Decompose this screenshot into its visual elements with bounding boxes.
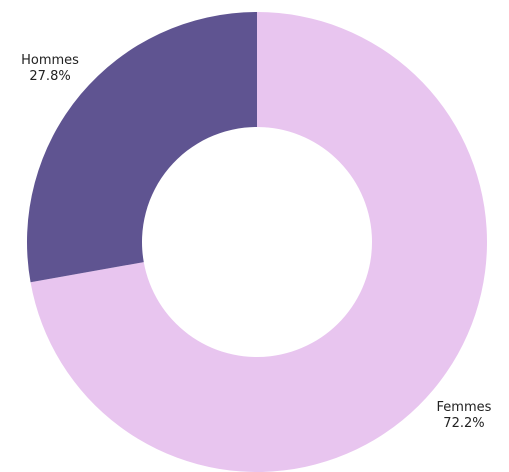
- slice-label: Femmes: [437, 400, 492, 415]
- slice: [27, 12, 257, 283]
- value-label: 72.2%: [443, 416, 484, 431]
- slice: [30, 12, 488, 472]
- value-label: 27.8%: [29, 69, 70, 84]
- slice-label: Hommes: [21, 53, 79, 68]
